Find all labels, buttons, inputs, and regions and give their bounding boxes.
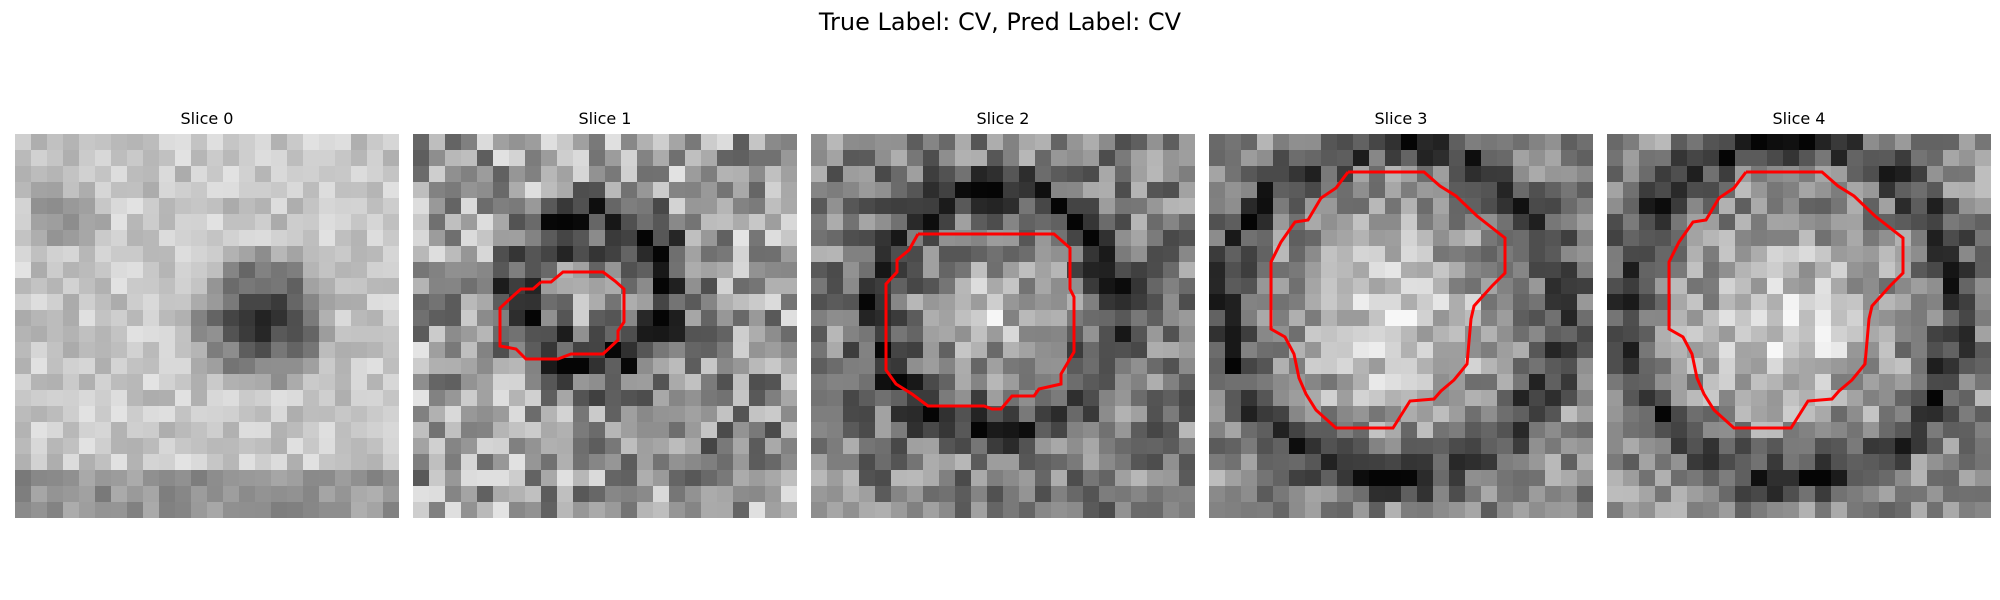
- slice-title-1: Slice 1: [578, 109, 632, 128]
- slice-image-2: [811, 134, 1195, 518]
- slice-title-4: Slice 4: [1772, 109, 1826, 128]
- slice-image-4: [1607, 134, 1991, 518]
- grayscale-patch-1: [413, 134, 797, 518]
- slice-panel-1: Slice 1: [413, 108, 797, 518]
- segmentation-contour-1: [498, 270, 626, 361]
- slice-panel-0: Slice 0: [15, 108, 399, 518]
- segmentation-contour-3: [1269, 170, 1507, 430]
- segmentation-contour-2: [884, 232, 1076, 411]
- segmentation-overlay-2: [884, 232, 1076, 411]
- segmentation-overlay-3: [1269, 170, 1507, 430]
- slice-panel-3: Slice 3: [1209, 108, 1593, 518]
- grayscale-patch-0: [15, 134, 399, 518]
- grayscale-patch-4: [1607, 134, 1991, 518]
- slice-panel-4: Slice 4: [1607, 108, 1991, 518]
- figure-title: True Label: CV, Pred Label: CV: [818, 8, 1182, 36]
- segmentation-contour-4: [1667, 170, 1905, 430]
- grayscale-patch-3: [1209, 134, 1593, 518]
- slice-image-1: [413, 134, 797, 518]
- slice-title-2: Slice 2: [976, 109, 1030, 128]
- grayscale-patch-2: [811, 134, 1195, 518]
- slice-title-0: Slice 0: [180, 109, 234, 128]
- slice-title-3: Slice 3: [1374, 109, 1428, 128]
- slice-image-3: [1209, 134, 1593, 518]
- slice-image-0: [15, 134, 399, 518]
- segmentation-overlay-1: [498, 270, 626, 361]
- segmentation-overlay-4: [1667, 170, 1905, 430]
- slice-panel-2: Slice 2: [811, 108, 1195, 518]
